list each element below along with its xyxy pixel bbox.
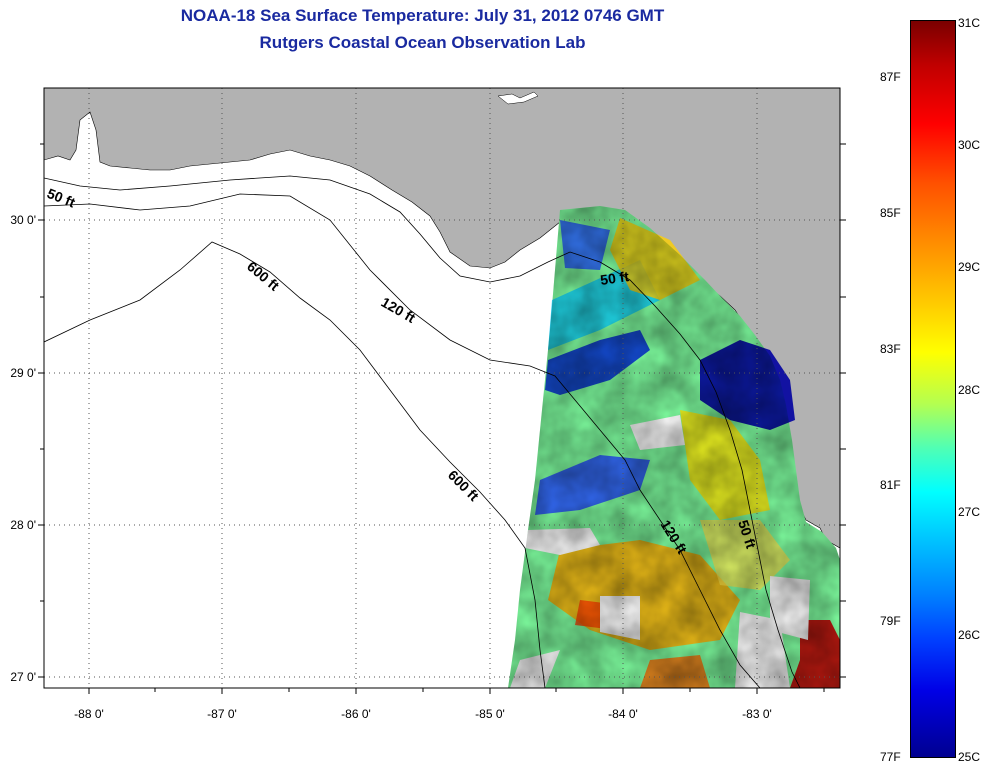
x-tick-label: -84 0'	[608, 707, 638, 721]
contour-120ft	[44, 193, 761, 688]
tick-marks	[38, 143, 846, 694]
x-tick-label: -86 0'	[341, 707, 371, 721]
colorbar-label-c: 25C	[958, 750, 981, 764]
colorbar-label-f: 87F	[880, 70, 901, 84]
colorbar-label-c: 28C	[958, 383, 981, 397]
colorbar-label-c: 27C	[958, 505, 981, 519]
colorbar-label-c: 31C	[958, 16, 981, 30]
colorbar-label-f: 79F	[880, 614, 901, 628]
colorbar-label-c: 26C	[958, 628, 981, 642]
sst-swath	[508, 206, 840, 688]
colorbar-label-f: 81F	[880, 478, 901, 492]
bathymetry-contours	[44, 175, 801, 688]
y-tick-label: 30 0'	[10, 213, 36, 227]
colorbar-label-f: 77F	[880, 750, 901, 764]
title-line-1: NOAA-18 Sea Surface Temperature: July 31…	[180, 6, 665, 25]
colorbar-label-f: 83F	[880, 342, 901, 356]
contour-600ft	[44, 241, 546, 688]
contour-label: 50 ft	[599, 268, 630, 288]
x-tick-label: -87 0'	[207, 707, 237, 721]
temperature-colorbar	[910, 20, 956, 758]
island-marker	[497, 91, 539, 105]
y-tick-label: 28 0'	[10, 518, 36, 532]
colorbar-label-c: 29C	[958, 260, 981, 274]
y-tick-label: 27 0'	[10, 670, 36, 684]
contour-50ft	[44, 175, 801, 688]
title-line-2: Rutgers Coastal Ocean Observation Lab	[259, 33, 586, 52]
x-tick-label: -83 0'	[742, 707, 772, 721]
y-tick-label: 29 0'	[10, 366, 36, 380]
colorbar-label-f: 85F	[880, 206, 901, 220]
map-frame	[43, 87, 841, 689]
x-tick-label: -85 0'	[475, 707, 505, 721]
x-tick-label: -88 0'	[74, 707, 104, 721]
graticule	[44, 88, 840, 688]
colorbar-label-c: 30C	[958, 138, 981, 152]
